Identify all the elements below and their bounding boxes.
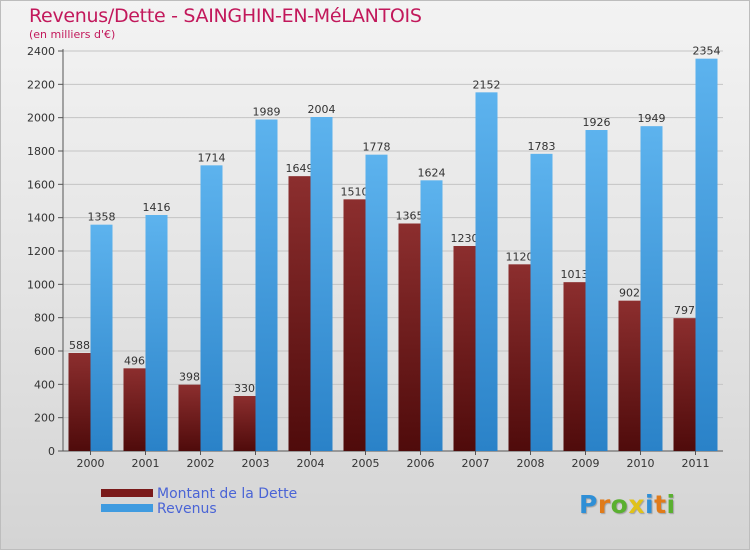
- data-label-dette: 797: [674, 304, 695, 317]
- y-tick-label: 1600: [27, 178, 55, 191]
- legend-label-dette: Montant de la Dette: [157, 486, 298, 502]
- data-label-dette: 1013: [561, 268, 589, 281]
- x-tick-label: 2008: [517, 457, 545, 470]
- data-label-revenus: 1949: [638, 112, 666, 125]
- bar-dette: [398, 223, 421, 451]
- bar-revenus: [530, 153, 553, 452]
- data-label-revenus: 1416: [143, 201, 171, 214]
- proxiti-logo: Proxiti: [579, 490, 676, 519]
- data-label-revenus: 2152: [473, 78, 501, 91]
- bar-revenus: [255, 119, 278, 451]
- legend-swatch-revenus: [101, 504, 153, 512]
- chart-title: Revenus/Dette - SAINGHIN-EN-MéLANTOIS: [29, 5, 422, 27]
- data-label-revenus: 1358: [88, 211, 116, 224]
- data-label-dette: 1365: [396, 210, 424, 223]
- x-tick-label: 2005: [352, 457, 380, 470]
- legend-label-revenus: Revenus: [157, 501, 217, 517]
- data-label-dette: 902: [619, 287, 640, 300]
- bar-revenus: [365, 154, 388, 451]
- bar-revenus: [475, 92, 498, 451]
- data-label-revenus: 1926: [583, 116, 611, 129]
- y-tick-label: 0: [48, 445, 55, 458]
- bar-dette: [453, 246, 476, 451]
- y-tick-label: 600: [34, 345, 55, 358]
- logo-letter: o: [610, 490, 629, 519]
- bar-revenus: [695, 58, 718, 452]
- x-tick-label: 2004: [297, 457, 325, 470]
- x-tick-label: 2003: [242, 457, 270, 470]
- y-tick-label: 2000: [27, 112, 55, 125]
- x-tick-label: 2001: [132, 457, 160, 470]
- y-tick-label: 200: [34, 412, 55, 425]
- data-label-revenus: 1624: [418, 166, 446, 179]
- bar-dette: [618, 300, 641, 451]
- x-tick-label: 2011: [682, 457, 710, 470]
- y-tick-label: 400: [34, 378, 55, 391]
- bar-revenus: [585, 130, 608, 451]
- x-tick-label: 2006: [407, 457, 435, 470]
- bar-revenus: [640, 126, 663, 452]
- data-label-dette: 330: [234, 382, 255, 395]
- data-label-dette: 496: [124, 354, 145, 367]
- logo-letter: P: [579, 490, 598, 519]
- data-label-revenus: 1783: [528, 140, 556, 153]
- bar-dette: [508, 264, 531, 451]
- data-label-dette: 1649: [286, 162, 314, 175]
- bar-dette: [123, 368, 146, 451]
- logo-letter: r: [597, 490, 611, 519]
- data-label-revenus: 1989: [253, 106, 281, 119]
- data-label-dette: 1230: [451, 232, 479, 245]
- logo-letter: x: [628, 490, 645, 519]
- bar-revenus: [200, 165, 223, 452]
- bar-revenus: [90, 224, 113, 451]
- bar-dette: [68, 353, 91, 451]
- data-label-dette: 1510: [341, 185, 369, 198]
- x-tick-label: 2010: [627, 457, 655, 470]
- x-tick-label: 2000: [77, 457, 105, 470]
- data-label-revenus: 1778: [363, 141, 391, 154]
- y-tick-label: 2200: [27, 78, 55, 91]
- bar-dette: [563, 282, 586, 451]
- x-tick-label: 2002: [187, 457, 215, 470]
- data-label-dette: 398: [179, 371, 200, 384]
- data-label-dette: 1120: [506, 250, 534, 263]
- y-tick-label: 2400: [27, 45, 55, 58]
- bar-revenus: [310, 117, 333, 451]
- bar-dette: [288, 176, 311, 451]
- data-label-revenus: 2004: [308, 103, 336, 116]
- bar-dette: [178, 384, 201, 451]
- bar-dette: [343, 199, 366, 451]
- logo-letter: t: [654, 490, 667, 519]
- y-tick-label: 1000: [27, 278, 55, 291]
- x-tick-label: 2007: [462, 457, 490, 470]
- bar-revenus: [420, 180, 443, 452]
- data-label-revenus: 1714: [198, 151, 226, 164]
- x-tick-label: 2009: [572, 457, 600, 470]
- legend-swatch-dette: [101, 489, 153, 497]
- y-tick-label: 1400: [27, 212, 55, 225]
- logo-letter: i: [645, 490, 655, 519]
- bar-dette: [233, 396, 256, 451]
- y-tick-label: 800: [34, 312, 55, 325]
- y-tick-label: 1800: [27, 145, 55, 158]
- y-tick-label: 1200: [27, 245, 55, 258]
- logo-letter: i: [666, 490, 676, 519]
- data-label-dette: 588: [69, 339, 90, 352]
- chart-subtitle: (en milliers d'€): [29, 28, 116, 41]
- bar-dette: [673, 318, 696, 451]
- data-label-revenus: 2354: [693, 45, 721, 58]
- bar-revenus: [145, 215, 168, 451]
